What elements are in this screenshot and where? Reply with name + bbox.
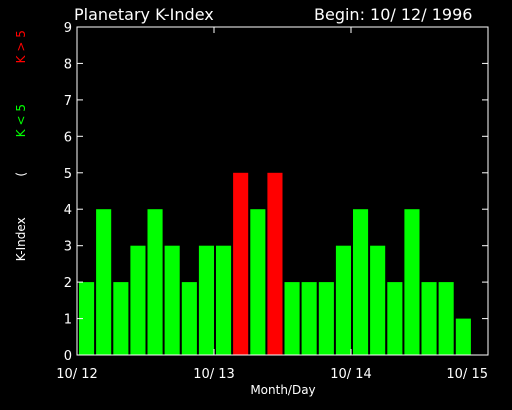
y-tick-label: 8 (64, 57, 72, 72)
kindex-bar (233, 172, 249, 355)
y-legend: K-Index ( K < 5 K > 5 (14, 11, 28, 288)
kindex-bar (250, 209, 266, 355)
kindex-bar (198, 245, 214, 355)
bars-group (79, 172, 471, 355)
kindex-bar (301, 282, 317, 355)
legend-paren: ( (14, 172, 28, 177)
y-tick-label: 9 (64, 21, 72, 36)
kindex-bar (79, 282, 95, 355)
kindex-bar (387, 282, 403, 355)
kindex-bar (96, 209, 112, 355)
x-tick-label: 10/ 12 (56, 367, 98, 382)
y-tick-label: 2 (64, 276, 72, 291)
kindex-bar (438, 282, 454, 355)
begin-date: Begin: 10/ 12/ 1996 (314, 5, 472, 24)
x-tick-label: 10/ 15 (446, 367, 488, 382)
y-tick-label: 6 (64, 130, 72, 145)
y-ticks-group: 0 1 2 3 4 5 6 7 8 9 (64, 21, 488, 364)
kindex-bar (404, 209, 420, 355)
x-tick-label: 10/ 14 (330, 367, 372, 382)
kindex-bar (455, 318, 471, 355)
legend-high: K > 5 (14, 30, 28, 63)
y-tick-label: 4 (64, 203, 72, 218)
chart-title: Planetary K-Index (74, 5, 214, 24)
plot-frame (76, 26, 489, 356)
kindex-bar (335, 245, 351, 355)
kindex-bar (113, 282, 129, 355)
y-tick-label: 1 (64, 313, 72, 328)
x-tick-label: 10/ 13 (193, 367, 235, 382)
y-tick-label: 0 (64, 349, 72, 364)
x-ticks-group: 10/ 12 10/ 13 10/ 14 10/ 15 (56, 27, 489, 382)
x-axis-label: Month/Day (250, 383, 315, 397)
kindex-bar (216, 245, 232, 355)
y-tick-label: 5 (64, 167, 72, 182)
y-tick-label: 3 (64, 240, 72, 255)
legend-low: K < 5 (14, 104, 28, 137)
y-axis-label: K-Index (14, 217, 28, 261)
kindex-bar (267, 172, 283, 355)
kindex-bar (353, 209, 369, 355)
kindex-bar (147, 209, 163, 355)
y-tick-label: 7 (64, 94, 72, 109)
kindex-bar (318, 282, 334, 355)
kindex-bar (181, 282, 197, 355)
kindex-bar (164, 245, 180, 355)
kindex-bar (421, 282, 437, 355)
svg-text:K-Index ( K < 5: K-Index ( K < 5 K > 5 (14, 11, 28, 288)
kindex-bar (370, 245, 386, 355)
kindex-bar (284, 282, 300, 355)
kindex-bar (130, 245, 146, 355)
